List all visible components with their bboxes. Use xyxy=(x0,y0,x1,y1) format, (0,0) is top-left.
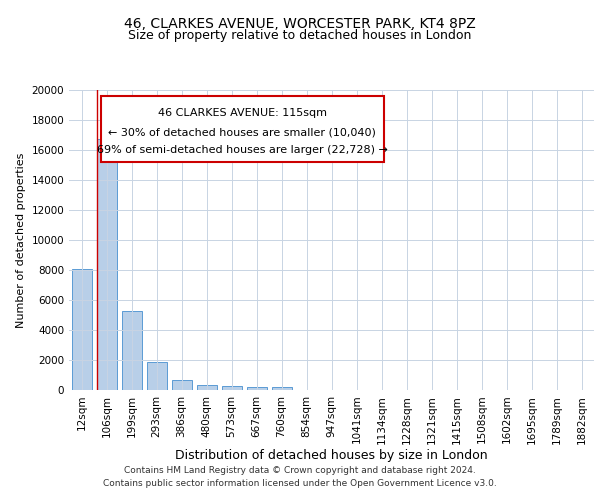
Y-axis label: Number of detached properties: Number of detached properties xyxy=(16,152,26,328)
Text: 69% of semi-detached houses are larger (22,728) →: 69% of semi-detached houses are larger (… xyxy=(97,145,388,155)
Text: Contains HM Land Registry data © Crown copyright and database right 2024.
Contai: Contains HM Land Registry data © Crown c… xyxy=(103,466,497,487)
Text: 46 CLARKES AVENUE: 115sqm: 46 CLARKES AVENUE: 115sqm xyxy=(158,108,327,118)
Text: 46, CLARKES AVENUE, WORCESTER PARK, KT4 8PZ: 46, CLARKES AVENUE, WORCESTER PARK, KT4 … xyxy=(124,18,476,32)
Text: Size of property relative to detached houses in London: Size of property relative to detached ho… xyxy=(128,29,472,42)
Bar xyxy=(121,310,142,390)
Bar xyxy=(221,386,241,390)
FancyBboxPatch shape xyxy=(101,96,384,162)
Bar xyxy=(172,380,191,390)
Bar xyxy=(97,140,116,390)
Bar xyxy=(71,268,91,390)
Bar xyxy=(247,386,266,390)
X-axis label: Distribution of detached houses by size in London: Distribution of detached houses by size … xyxy=(175,449,488,462)
Bar xyxy=(197,385,217,390)
Bar xyxy=(271,387,292,390)
Bar xyxy=(146,362,167,390)
Text: ← 30% of detached houses are smaller (10,040): ← 30% of detached houses are smaller (10… xyxy=(109,128,376,138)
